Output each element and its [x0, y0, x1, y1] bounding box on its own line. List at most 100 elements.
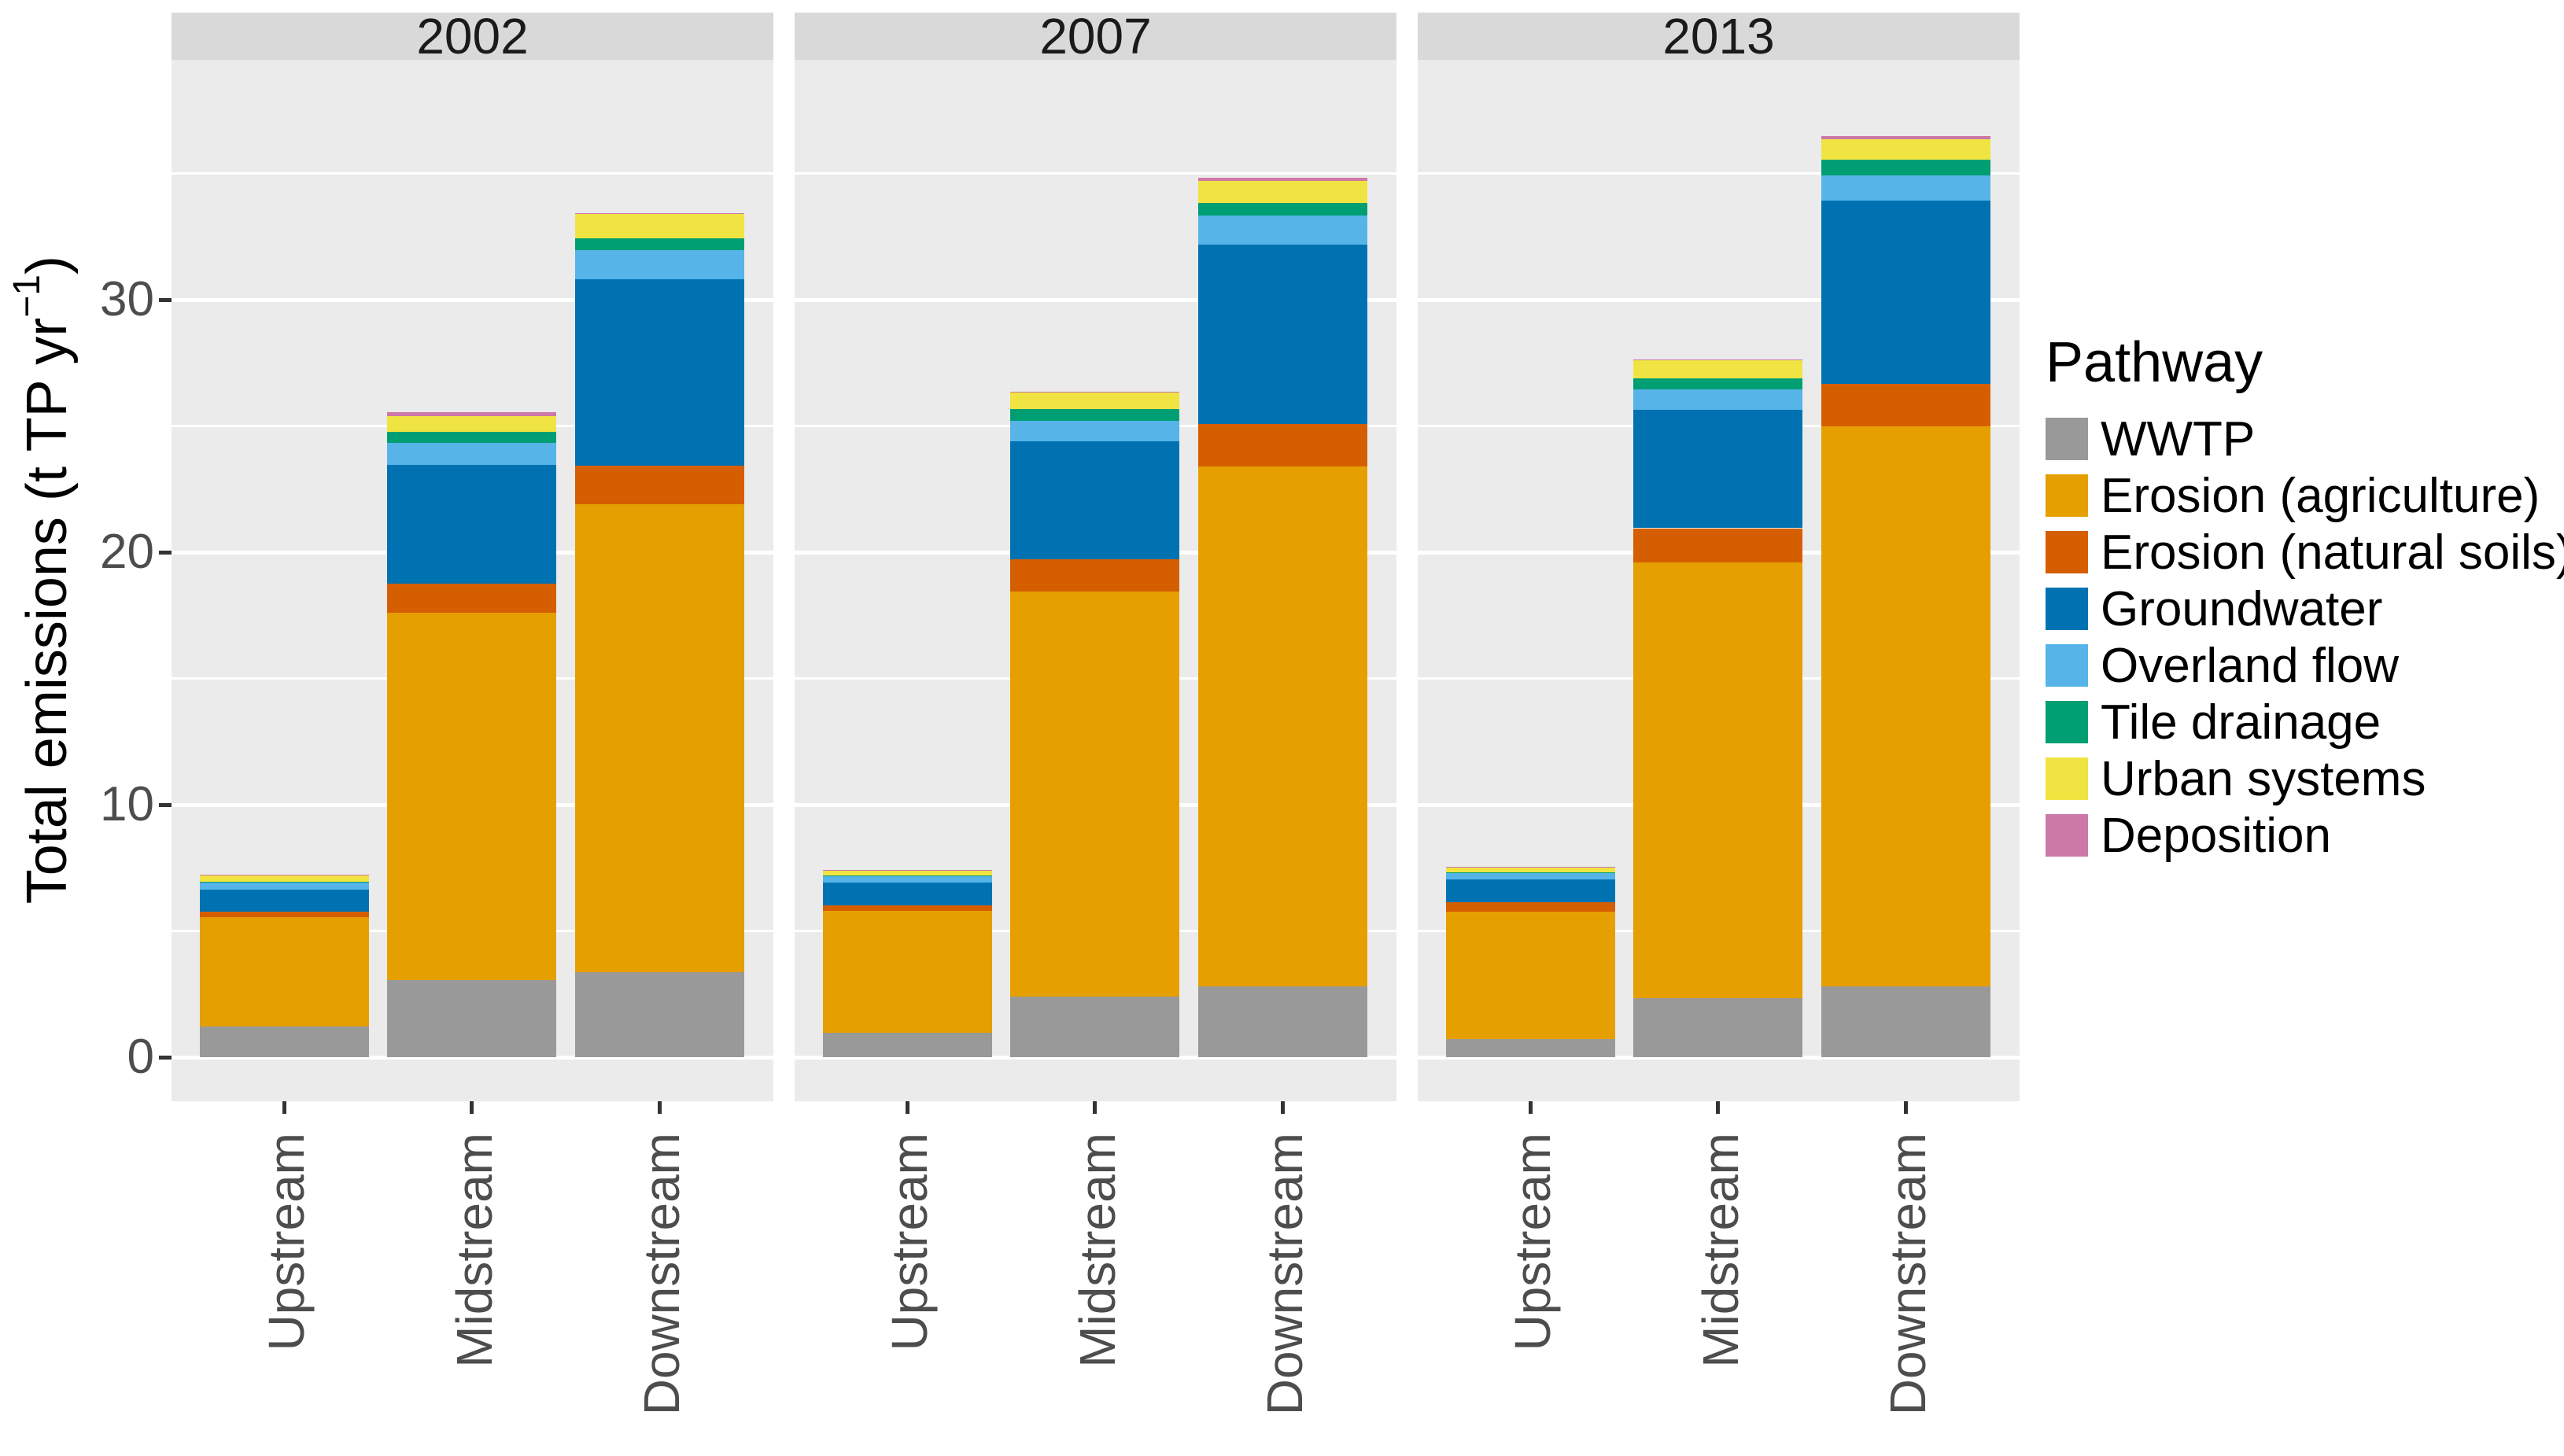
x-tick-label-2002-downstream: Downstream	[633, 1133, 690, 1416]
bar-segment-2007-upstream-wwtp	[822, 1032, 992, 1057]
legend-label: Deposition	[2101, 808, 2331, 863]
major-gridline-0	[1418, 1055, 2020, 1060]
x-tick-mark-2007-upstream	[905, 1101, 909, 1114]
bar-segment-2002-upstream-wwtp	[199, 1027, 369, 1057]
bar-segment-2013-midstream-overland-flow	[1633, 389, 1802, 410]
x-tick-label-2013-upstream: Upstream	[1504, 1133, 1561, 1351]
x-tick-mark-2002-downstream	[657, 1101, 662, 1114]
legend-label: Groundwater	[2101, 581, 2383, 636]
bar-segment-2002-midstream-urban-systems	[387, 415, 556, 432]
x-tick-mark-2002-midstream	[470, 1101, 474, 1114]
bar-segment-2002-midstream-erosion-agriculture	[387, 613, 556, 981]
minor-gridline-35	[1418, 172, 2020, 175]
bar-segment-2007-upstream-overland-flow	[822, 875, 992, 883]
bar-segment-2013-upstream-overland-flow	[1445, 873, 1615, 880]
bar-segment-2002-downstream-tile-drainage	[574, 238, 744, 251]
bar-segment-2007-upstream-urban-systems	[822, 870, 992, 875]
bar-segment-2013-downstream-erosion-natural-soils	[1821, 383, 1990, 427]
legend-swatch-icon	[2046, 701, 2088, 743]
legend-swatch-icon	[2046, 588, 2088, 630]
legend-item-urban-systems: Urban systems	[2046, 750, 2564, 807]
legend-label: Tile drainage	[2101, 695, 2381, 750]
y-tick-label-0: 0	[127, 1030, 154, 1084]
bar-segment-2013-downstream-wwtp	[1821, 986, 1990, 1057]
bar-segment-2013-upstream-groundwater	[1445, 879, 1615, 903]
legend-item-erosion-natural-soils: Erosion (natural soils)	[2046, 524, 2564, 581]
y-tick-mark-30	[159, 297, 172, 302]
bar-segment-2002-downstream-erosion-agriculture	[574, 503, 744, 973]
facet-strip-2002: 2002	[172, 8, 773, 65]
bar-segment-2007-downstream-deposition	[1197, 177, 1367, 181]
bar-segment-2007-downstream-wwtp	[1197, 986, 1367, 1057]
bar-segment-2002-midstream-deposition	[387, 412, 556, 416]
minor-gridline-35	[172, 172, 773, 175]
major-gridline-30	[795, 297, 1396, 302]
legend-label: Erosion (agriculture)	[2101, 468, 2540, 523]
x-tick-label-2013-downstream: Downstream	[1880, 1133, 1936, 1416]
y-tick-mark-20	[159, 550, 172, 555]
legend-title: Pathway	[2046, 331, 2263, 394]
bar-segment-2013-upstream-tile-drainage	[1445, 872, 1615, 874]
x-tick-mark-2013-upstream	[1528, 1101, 1533, 1114]
legend-items: WWTP Erosion (agriculture) Erosion (natura…	[2046, 411, 2564, 864]
major-gridline-0	[795, 1055, 1396, 1060]
bar-segment-2007-downstream-urban-systems	[1197, 180, 1367, 204]
bar-segment-2007-midstream-tile-drainage	[1010, 408, 1179, 422]
legend-swatch-icon	[2046, 474, 2088, 517]
bar-segment-2013-upstream-erosion-natural-soils	[1445, 902, 1615, 912]
legend-label: Urban systems	[2101, 751, 2426, 806]
bar-segment-2002-midstream-groundwater	[387, 464, 556, 584]
facet-strip-2013: 2013	[1418, 8, 2020, 65]
bar-segment-2013-upstream-wwtp	[1445, 1038, 1615, 1057]
x-tick-label-2007-upstream: Upstream	[881, 1133, 938, 1351]
bar-segment-2013-downstream-deposition	[1821, 135, 1990, 140]
legend-swatch-icon	[2046, 531, 2088, 573]
legend: Pathway WWTP Erosion (agriculture) Erosion…	[2046, 330, 2564, 864]
x-tick-mark-2007-downstream	[1280, 1101, 1285, 1114]
x-tick-mark-2007-midstream	[1093, 1101, 1097, 1114]
minor-gridline-35	[795, 172, 1396, 175]
bar-segment-2007-midstream-urban-systems	[1010, 392, 1179, 409]
facet-panel-2002	[172, 60, 773, 1101]
bar-segment-2007-downstream-erosion-agriculture	[1197, 466, 1367, 987]
x-tick-label-2007-downstream: Downstream	[1256, 1133, 1313, 1416]
y-tick-mark-10	[159, 802, 172, 807]
y-tick-label-30: 30	[100, 272, 154, 326]
bar-segment-2002-downstream-deposition	[574, 213, 744, 214]
bar-segment-2002-upstream-tile-drainage	[199, 881, 369, 883]
bar-segment-2013-downstream-urban-systems	[1821, 139, 1990, 160]
legend-label: Overland flow	[2101, 638, 2400, 693]
legend-item-groundwater: Groundwater	[2046, 581, 2564, 637]
major-gridline-0	[172, 1055, 773, 1060]
legend-item-erosion-agriculture: Erosion (agriculture)	[2046, 467, 2564, 524]
legend-swatch-icon	[2046, 644, 2088, 687]
bar-segment-2002-upstream-urban-systems	[199, 875, 369, 882]
bar-segment-2013-upstream-erosion-agriculture	[1445, 912, 1615, 1039]
bar-segment-2007-downstream-groundwater	[1197, 245, 1367, 424]
bar-segment-2013-midstream-deposition	[1633, 359, 1802, 361]
legend-swatch-icon	[2046, 814, 2088, 857]
y-tick-label-10: 10	[100, 777, 154, 831]
x-tick-label-2002-upstream: Upstream	[258, 1133, 315, 1351]
legend-label: WWTP	[2101, 411, 2256, 466]
legend-item-tile-drainage: Tile drainage	[2046, 694, 2564, 750]
bar-segment-2002-downstream-groundwater	[574, 279, 744, 466]
bar-segment-2007-upstream-groundwater	[822, 882, 992, 905]
x-tick-mark-2013-midstream	[1716, 1101, 1720, 1114]
bar-segment-2007-downstream-erosion-natural-soils	[1197, 423, 1367, 466]
bar-segment-2013-upstream-urban-systems	[1445, 867, 1615, 873]
bar-segment-2002-upstream-erosion-natural-soils	[199, 911, 369, 917]
bar-segment-2007-midstream-erosion-natural-soils	[1010, 558, 1179, 592]
bar-segment-2007-upstream-erosion-agriculture	[822, 910, 992, 1033]
major-gridline-30	[172, 297, 773, 302]
major-gridline-30	[1418, 297, 2020, 302]
bar-segment-2002-midstream-tile-drainage	[387, 431, 556, 443]
bar-segment-2002-downstream-erosion-natural-soils	[574, 465, 744, 504]
legend-item-deposition: Deposition	[2046, 807, 2564, 864]
bar-segment-2013-midstream-erosion-agriculture	[1633, 562, 1802, 999]
y-tick-mark-0	[159, 1055, 172, 1060]
facet-strip-2007: 2007	[795, 8, 1396, 65]
bar-segment-2002-midstream-overland-flow	[387, 443, 556, 465]
bar-segment-2013-downstream-groundwater	[1821, 200, 1990, 384]
bar-segment-2002-downstream-overland-flow	[574, 250, 744, 280]
